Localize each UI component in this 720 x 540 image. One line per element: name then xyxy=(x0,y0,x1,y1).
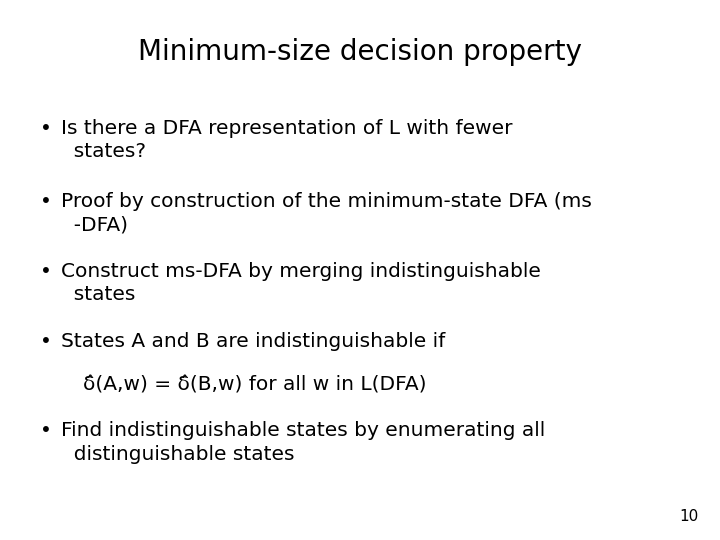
Text: Find indistinguishable states by enumerating all
  distinguishable states: Find indistinguishable states by enumera… xyxy=(61,421,546,464)
Text: Is there a DFA representation of L with fewer
  states?: Is there a DFA representation of L with … xyxy=(61,119,513,161)
Text: Construct ms-DFA by merging indistinguishable
  states: Construct ms-DFA by merging indistinguis… xyxy=(61,262,541,305)
Text: Proof by construction of the minimum-state DFA (ms
  -DFA): Proof by construction of the minimum-sta… xyxy=(61,192,592,234)
Text: •: • xyxy=(40,421,51,440)
Text: •: • xyxy=(40,332,51,351)
Text: •: • xyxy=(40,262,51,281)
Text: Minimum-size decision property: Minimum-size decision property xyxy=(138,38,582,66)
Text: 10: 10 xyxy=(679,509,698,524)
Text: States A and B are indistinguishable if: States A and B are indistinguishable if xyxy=(61,332,446,351)
Text: δ̂(A,w) = δ̂(B,w) for all w in L(DFA): δ̂(A,w) = δ̂(B,w) for all w in L(DFA) xyxy=(83,375,426,394)
Text: •: • xyxy=(40,192,51,211)
Text: •: • xyxy=(40,119,51,138)
